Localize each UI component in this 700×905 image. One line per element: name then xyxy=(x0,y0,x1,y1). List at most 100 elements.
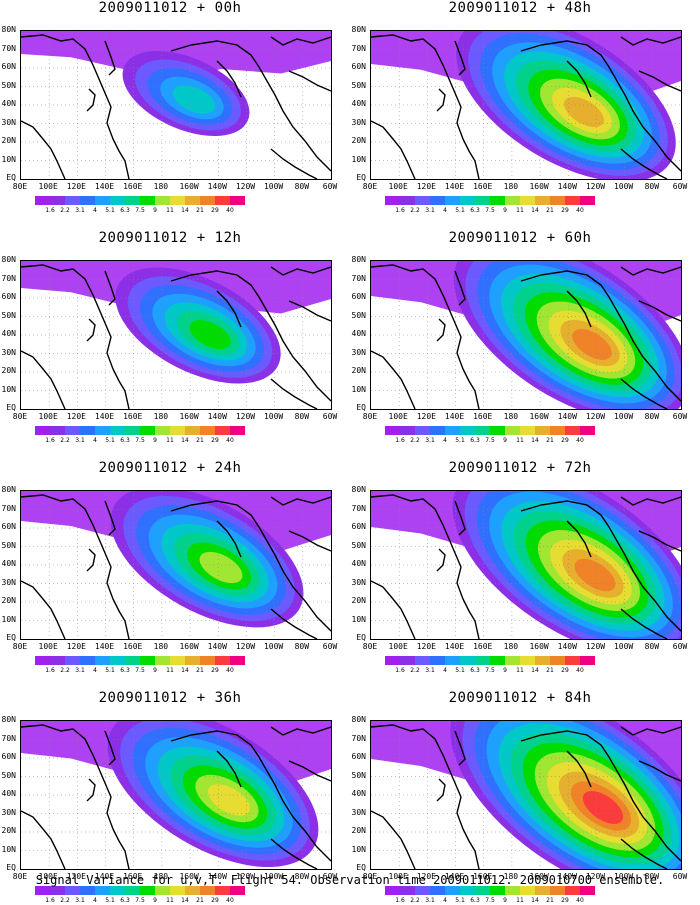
colorbar-label: 4 xyxy=(443,667,447,674)
coastline xyxy=(520,270,681,402)
lon-tick-label: 140W xyxy=(557,642,577,651)
lon-tick-label: 160W xyxy=(179,872,199,881)
colorbar-label: 1.6 xyxy=(45,667,55,674)
colorbar-swatch xyxy=(520,196,535,205)
lon-tick-label: 140E xyxy=(444,182,465,191)
colorbar-swatch xyxy=(200,656,215,665)
colorbar-label: 11 xyxy=(166,207,174,214)
lon-tick-label: 100E xyxy=(388,642,408,651)
map-svg xyxy=(21,491,331,639)
colorbar-label: 21 xyxy=(196,897,204,904)
colorbar-label: 40 xyxy=(226,667,234,674)
colorbar-label: 9 xyxy=(153,667,157,674)
colorbar-swatch xyxy=(35,196,50,205)
lon-tick-label: 160E xyxy=(123,182,143,191)
coastline xyxy=(620,726,681,736)
lon-tick-label: 140E xyxy=(94,182,115,191)
coastline xyxy=(288,530,331,552)
colorbar-label: 14 xyxy=(531,897,539,904)
colorbar-swatch xyxy=(110,426,125,435)
colorbar-label: 5.1 xyxy=(105,207,115,214)
colorbar-label: 29 xyxy=(561,667,569,674)
colorbar-swatch xyxy=(580,656,595,665)
colorbar-label: 29 xyxy=(211,897,219,904)
colorbar-label: 5.1 xyxy=(455,667,465,674)
lon-tick-label: 80E xyxy=(362,642,378,651)
colorbar-label: 1.6 xyxy=(45,207,55,214)
coastline xyxy=(270,266,331,276)
colorbar-label: 7.5 xyxy=(485,207,495,214)
colorbar-swatch xyxy=(95,426,110,435)
colorbar-swatch xyxy=(125,886,140,895)
map-panel: 2009011012 + 72h 80N 70N 60N 50N 40N 30N 20N 10N… xyxy=(350,460,690,675)
colorbar-label: 4 xyxy=(93,897,97,904)
colorbar-swatch xyxy=(475,886,490,895)
colorbar-label: 6.3 xyxy=(470,207,480,214)
colorbar-label: 9 xyxy=(503,437,507,444)
colorbar-label: 4 xyxy=(93,437,97,444)
lon-tick-label: 80W xyxy=(644,642,660,651)
colorbar-swatch xyxy=(35,426,50,435)
colorbar-label: 29 xyxy=(211,667,219,674)
colorbar-label: 11 xyxy=(516,437,524,444)
lat-tick-label: 60N xyxy=(1,522,16,531)
colorbar-label: 7.5 xyxy=(485,667,495,674)
colorbar-swatch xyxy=(580,196,595,205)
colorbar-swatch xyxy=(170,886,185,895)
colorbar-label: 40 xyxy=(576,897,584,904)
colorbar-label: 5.1 xyxy=(105,437,115,444)
coastline xyxy=(86,88,96,112)
colorbar-swatch xyxy=(185,886,200,895)
lon-tick-label: 80W xyxy=(294,412,310,421)
lon-tick-label: 80W xyxy=(644,182,660,191)
variance-contour xyxy=(172,85,216,114)
colorbar xyxy=(35,426,245,435)
coastline xyxy=(170,730,331,862)
lat-tick-label: 20N xyxy=(1,136,16,145)
colorbar-swatch xyxy=(505,886,520,895)
colorbar-label: 40 xyxy=(576,667,584,674)
lon-tick-label: 120W xyxy=(585,412,606,421)
lat-tick-label: EQ xyxy=(356,863,366,872)
lat-tick-label: 70N xyxy=(351,503,366,513)
coastline xyxy=(638,300,681,322)
colorbar-swatch xyxy=(475,656,490,665)
lat-tick-label: 10N xyxy=(1,154,16,164)
coastline xyxy=(620,148,668,179)
lon-tick-label: 100E xyxy=(38,872,58,881)
lat-tick-label: 30N xyxy=(1,807,16,817)
map-panel: 2009011012 + 48h 80N 70N 60N 50N 40N 30N 20N 10N… xyxy=(350,0,690,215)
colorbar-swatch xyxy=(140,886,155,895)
colorbar-swatch xyxy=(155,196,170,205)
lon-tick-label: 120E xyxy=(66,872,86,881)
lat-tick-label: EQ xyxy=(356,403,366,412)
colorbar-label: 4 xyxy=(443,897,447,904)
colorbar-swatch xyxy=(170,196,185,205)
lat-tick-label: 50N xyxy=(351,310,366,320)
colorbar-label: 14 xyxy=(181,667,189,674)
colorbar-swatch xyxy=(125,426,140,435)
colorbar-label: 14 xyxy=(531,207,539,214)
lat-tick-label: 10N xyxy=(351,384,366,394)
lat-tick-label: 20N xyxy=(351,366,366,375)
colorbar-swatch xyxy=(490,886,505,895)
colorbar-swatch xyxy=(535,656,550,665)
lon-tick-label: 100W xyxy=(263,872,284,881)
lat-tick-label: 70N xyxy=(1,733,16,743)
lat-tick-label: 70N xyxy=(1,273,16,283)
lat-tick-label: 80N xyxy=(1,715,16,724)
colorbar-label: 3.1 xyxy=(425,667,435,674)
map-svg xyxy=(371,491,681,639)
colorbar-swatch xyxy=(155,886,170,895)
lat-tick-label: 40N xyxy=(351,789,366,798)
lon-tick-label: 160W xyxy=(529,182,549,191)
coastline xyxy=(371,264,480,409)
coastline xyxy=(170,40,331,172)
colorbar-swatch xyxy=(505,196,520,205)
colorbar-label: 14 xyxy=(531,667,539,674)
colorbar-label: 5.1 xyxy=(105,667,115,674)
colorbar-swatch xyxy=(400,426,415,435)
coastline xyxy=(270,838,318,869)
lon-tick-label: 60W xyxy=(322,412,338,421)
colorbar-swatch xyxy=(415,656,430,665)
